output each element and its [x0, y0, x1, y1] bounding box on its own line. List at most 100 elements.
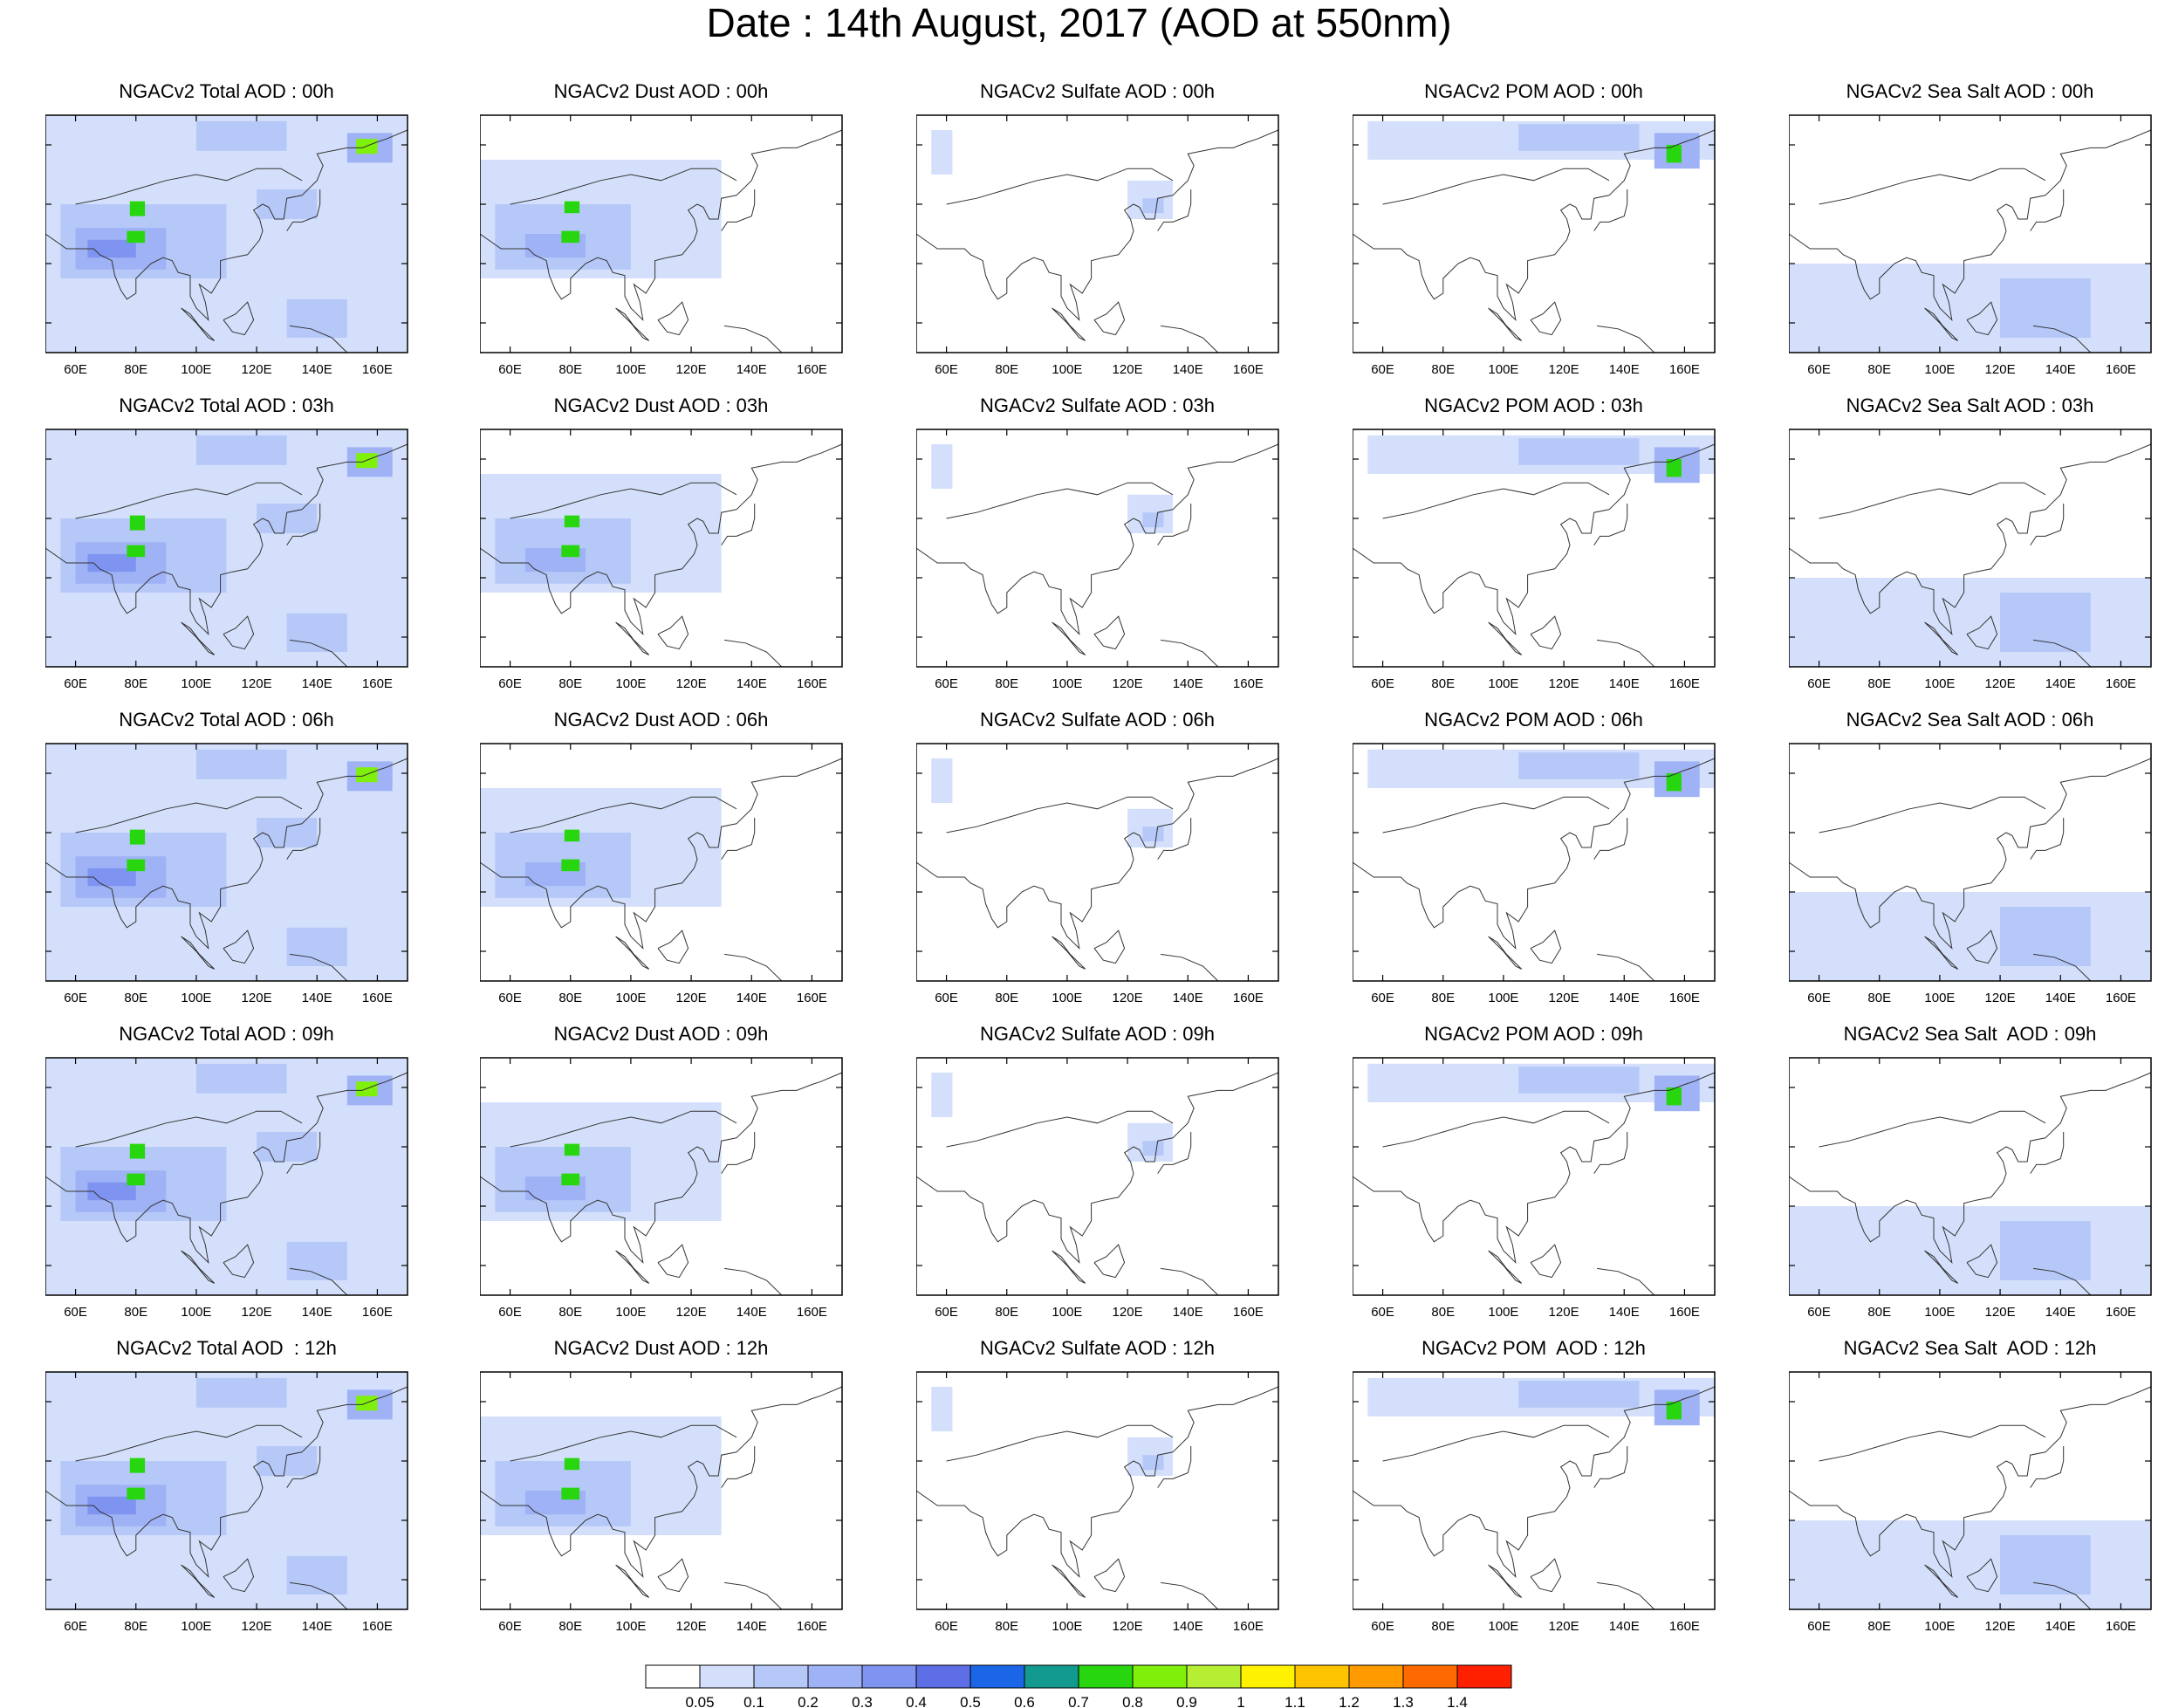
x-tick-label: 100E — [1488, 1305, 1518, 1320]
x-tick-label: 140E — [1609, 991, 1640, 1005]
coastline — [2033, 325, 2092, 353]
coastline — [2033, 1267, 2092, 1296]
aod-cell — [561, 859, 580, 872]
coastline — [181, 1250, 216, 1284]
panel-plot: 60E80E100E120E140E160E020N40N60N — [1353, 1371, 1716, 1634]
coastline — [615, 1250, 650, 1284]
coastline — [286, 1132, 321, 1174]
aod-cell — [286, 613, 347, 652]
aod-cell — [286, 1555, 347, 1595]
x-tick-label: 120E — [1113, 362, 1143, 377]
map-panel: NGACv2 Sulfate AOD : 09h 60E 80E 100E 120E 14… — [916, 1021, 1353, 1335]
x-tick-label: 160E — [362, 676, 393, 691]
coastline — [916, 443, 1279, 636]
plot-frame — [1353, 114, 1716, 353]
x-tick-label: 100E — [615, 1305, 646, 1320]
x-tick-label: 80E — [124, 676, 147, 691]
coastline — [1052, 1564, 1086, 1598]
coastline — [45, 1386, 408, 1579]
x-tick-label: 140E — [302, 676, 332, 691]
coastline — [1052, 1250, 1086, 1284]
aod-cell — [87, 868, 136, 887]
x-tick-label: 100E — [181, 362, 211, 377]
coastline — [1593, 1132, 1628, 1174]
coastline — [721, 818, 756, 860]
x-tick-label: 100E — [1924, 362, 1955, 377]
coastline — [181, 307, 216, 341]
coastline — [1382, 168, 1610, 205]
map-panel: NGACv2 Total AOD : 00h 60E 80E 100E 120E 140E… — [45, 79, 482, 393]
x-tick-label: 160E — [362, 362, 393, 377]
x-tick-label: 160E — [1669, 1305, 1700, 1320]
x-tick-label: 140E — [736, 1305, 767, 1320]
x-tick-label: 140E — [1173, 1305, 1203, 1320]
panel-plot: 60E80E100E120E140E160E020N40N60N — [1353, 1057, 1716, 1320]
coastline — [1052, 307, 1086, 341]
coastline — [1052, 936, 1086, 970]
aod-cell — [195, 120, 287, 151]
panel-title: NGACv2 Total AOD : 03h — [119, 394, 334, 416]
x-tick-label: 80E — [558, 991, 582, 1005]
coastline — [1093, 615, 1126, 650]
x-tick-label: 120E — [1985, 991, 2016, 1005]
x-tick-label: 60E — [1807, 362, 1831, 377]
coastline — [657, 301, 689, 336]
aod-cell — [286, 1241, 347, 1280]
panel-title: NGACv2 POM AOD : 06h — [1424, 709, 1643, 731]
coastline — [1161, 639, 1219, 668]
x-tick-label: 140E — [1173, 991, 1203, 1005]
panel-title: NGACv2 POM AOD : 03h — [1424, 394, 1643, 416]
plot-frame — [480, 114, 843, 353]
coastline — [1093, 929, 1126, 964]
x-tick-label: 60E — [1371, 676, 1394, 691]
aod-cell — [1789, 264, 2151, 353]
coastline — [223, 1244, 255, 1279]
coastline — [1819, 1110, 2046, 1148]
coastline — [2033, 1581, 2092, 1610]
x-tick-label: 120E — [1549, 1619, 1579, 1634]
panel-plot: 60E80E100E120E140E160E020N40N60N — [480, 429, 843, 691]
coastline — [480, 1072, 843, 1265]
panel-title: NGACv2 Sea Salt AOD : 00h — [1846, 80, 2094, 102]
x-tick-label: 120E — [242, 991, 272, 1005]
x-tick-label: 80E — [1867, 1619, 1891, 1634]
coastline — [1353, 129, 1716, 322]
x-tick-label: 80E — [558, 676, 582, 691]
coastline — [290, 953, 348, 982]
x-tick-label: 60E — [935, 1305, 958, 1320]
x-tick-label: 80E — [995, 991, 1018, 1005]
x-tick-label: 160E — [797, 1305, 827, 1320]
coastline — [1382, 1424, 1610, 1462]
coastline — [1593, 504, 1628, 545]
panel-title: NGACv2 Total AOD : 12h — [116, 1337, 337, 1359]
aod-cell — [129, 1143, 146, 1159]
aod-cell — [561, 545, 580, 558]
coastline — [1789, 129, 2152, 322]
panel-title: NGACv2 Dust AOD : 00h — [553, 80, 769, 102]
x-tick-label: 140E — [302, 1305, 332, 1320]
x-tick-label: 120E — [242, 362, 272, 377]
aod-cell — [87, 1496, 136, 1515]
x-tick-label: 120E — [1985, 1305, 2016, 1320]
coastline — [721, 1132, 756, 1174]
coastline — [1597, 1267, 1655, 1296]
aod-cell — [1518, 438, 1640, 465]
panel-plot: 60E80E100E120E140E160E020N40N60N — [1353, 114, 1716, 377]
panel-title: NGACv2 POM AOD : 12h — [1422, 1337, 1646, 1359]
coastline — [2030, 189, 2065, 231]
coastline — [1789, 443, 2152, 636]
coastline — [615, 307, 650, 341]
coastline — [1924, 1564, 1959, 1598]
x-tick-label: 100E — [1488, 676, 1518, 691]
panel-title: NGACv2 Sulfate AOD : 09h — [979, 1023, 1216, 1045]
x-tick-label: 120E — [1549, 1305, 1579, 1320]
aod-cell — [1142, 1455, 1164, 1471]
coastline — [657, 929, 689, 964]
x-tick-label: 140E — [1173, 1619, 1203, 1634]
aod-cell — [931, 1073, 953, 1117]
coastline — [1530, 929, 1562, 964]
x-tick-label: 60E — [935, 991, 958, 1005]
coastline — [1161, 1581, 1219, 1610]
aod-cell — [257, 504, 318, 533]
x-tick-label: 60E — [935, 676, 958, 691]
